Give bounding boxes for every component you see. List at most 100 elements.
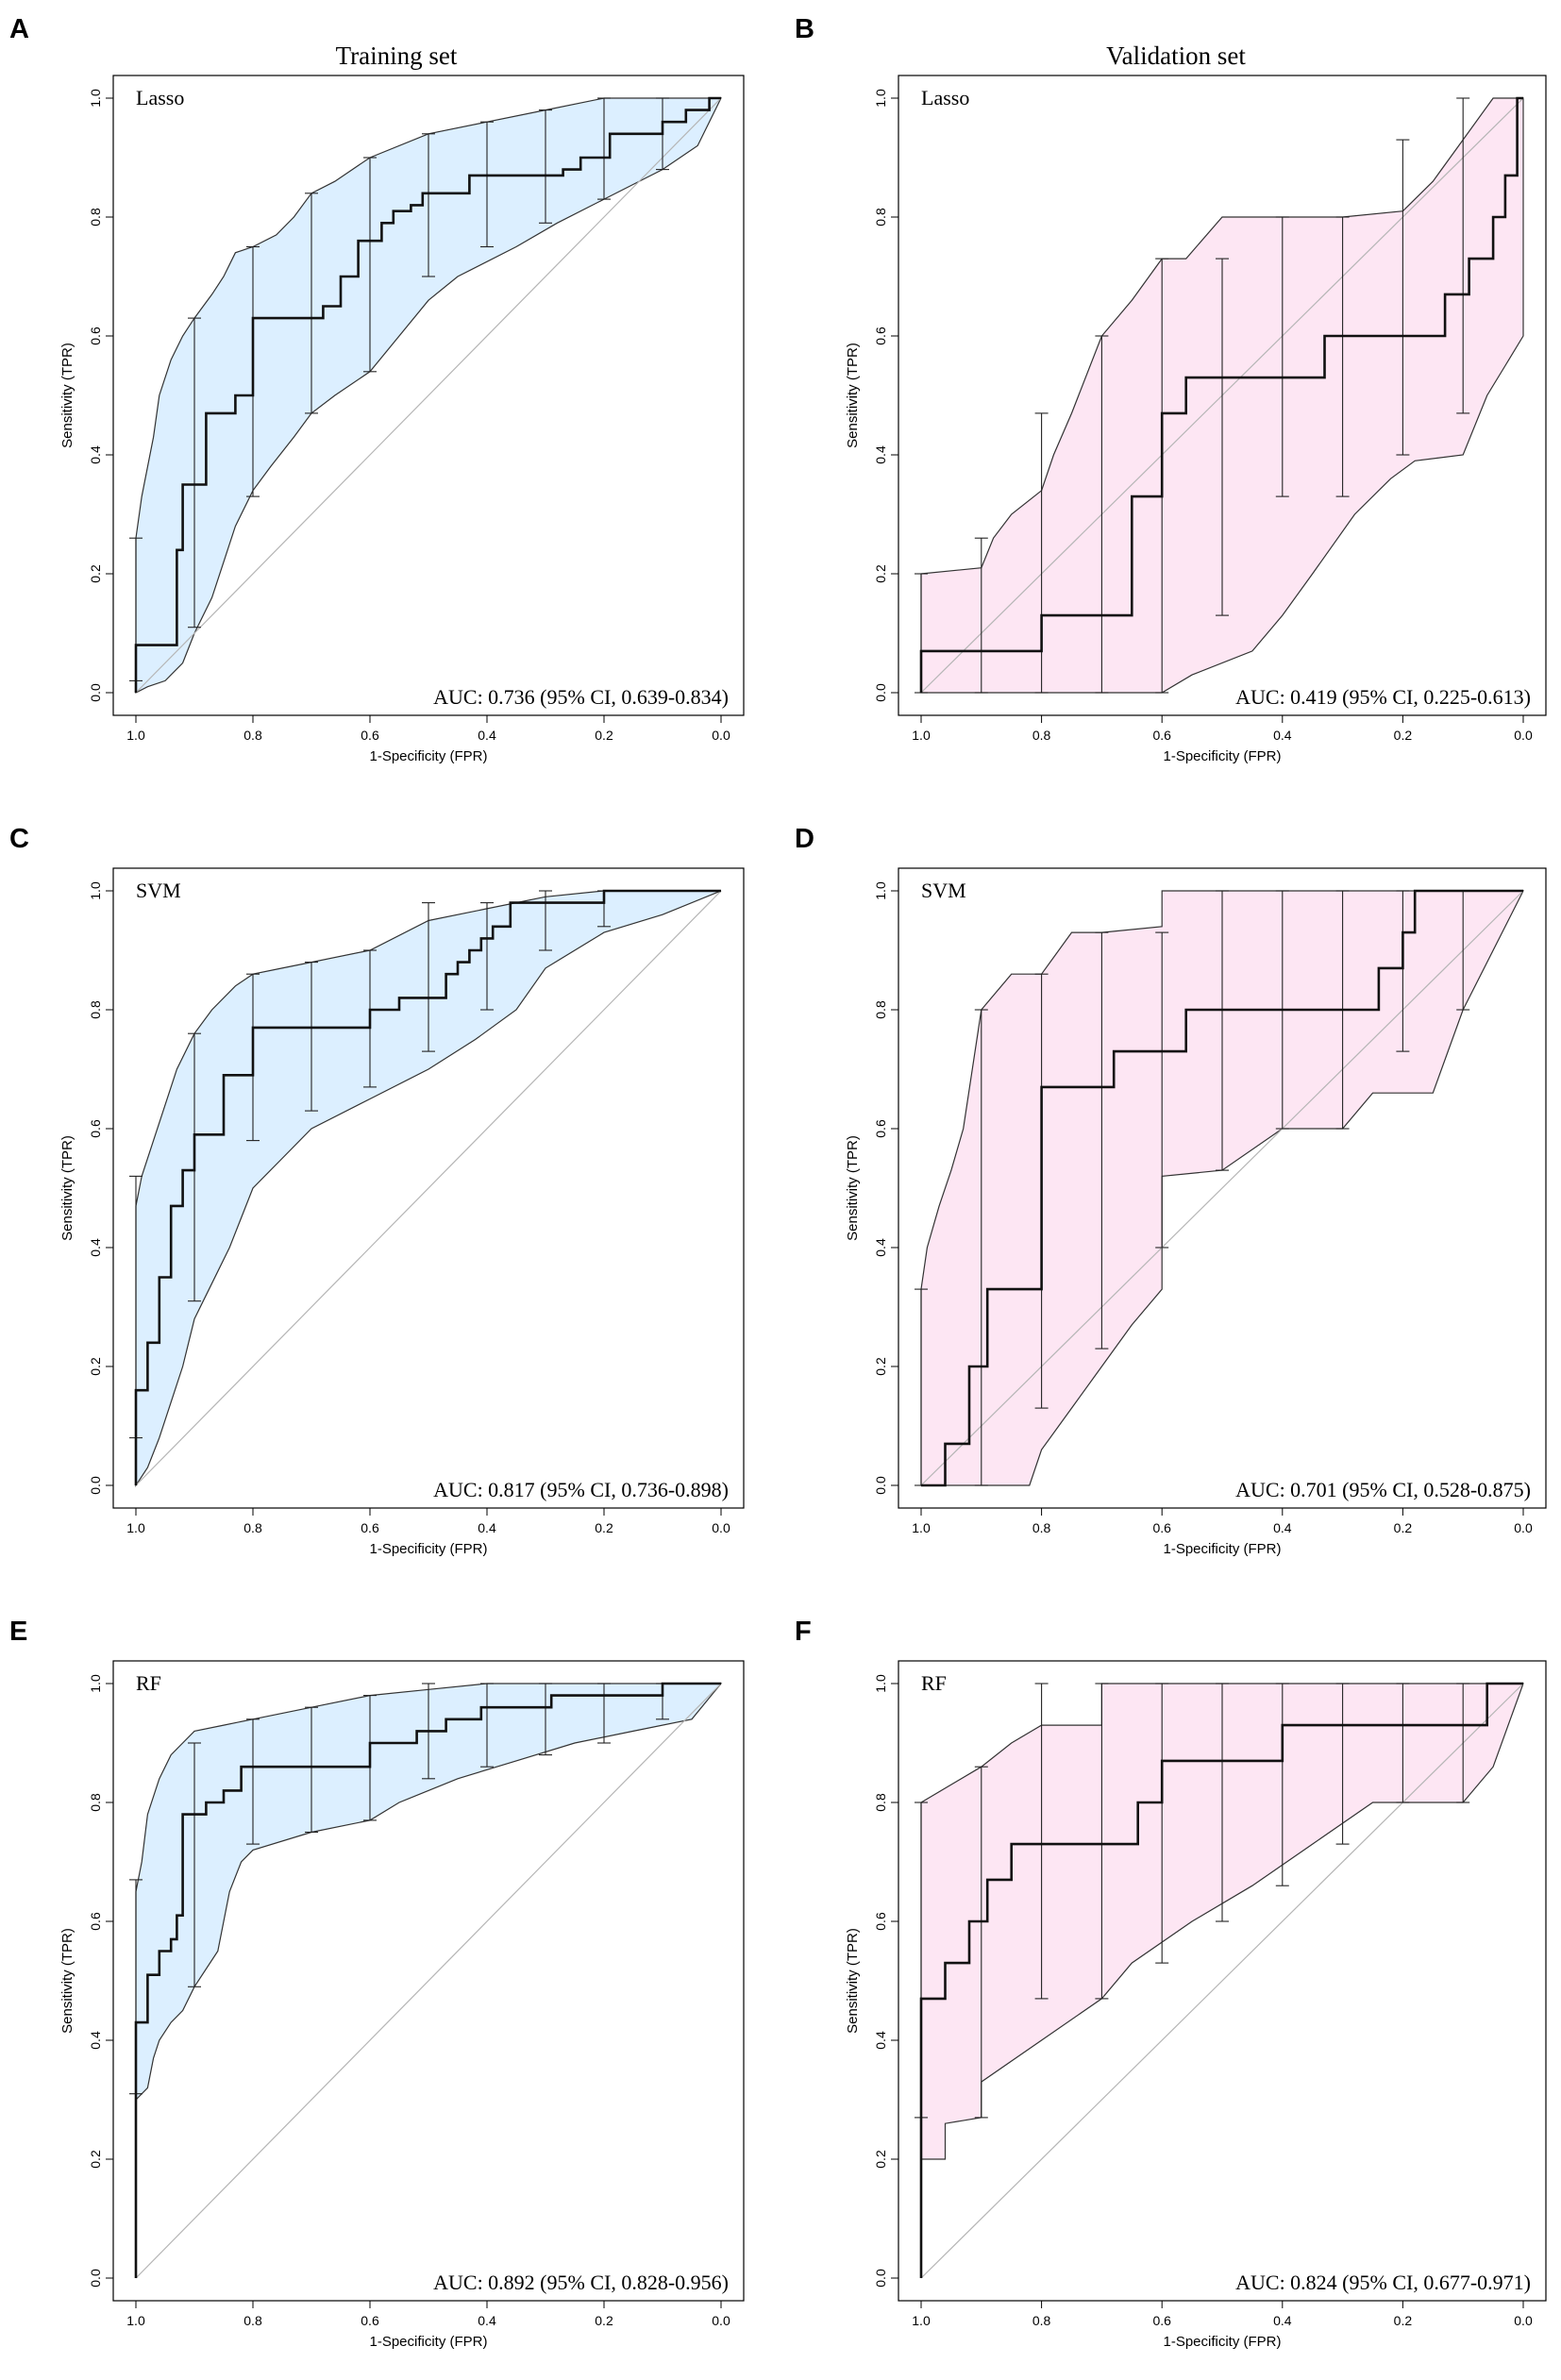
- ci-bar: [539, 109, 552, 224]
- x-tick-label: 0.4: [1273, 1520, 1292, 1535]
- diagonal-reference-line: [920, 1683, 1524, 2279]
- y-tick-label: 0.2: [873, 2150, 888, 2169]
- y-tick-label: 0.0: [873, 683, 888, 702]
- x-tick-label: 1.0: [126, 1520, 145, 1535]
- ci-bar: [305, 962, 318, 1112]
- ci-bar: [363, 157, 377, 373]
- x-tick-label: 1.0: [126, 728, 145, 743]
- plot-frame: [898, 1660, 1547, 2302]
- diagonal-reference-line: [920, 890, 1524, 1486]
- y-tick-label: 0.6: [873, 1119, 888, 1138]
- panel-d: D 1.0 0.8 0.6 0.4 0.2 0.0 0.0 0.2 0.4 0.6 0.8 1.0 1-S…: [795, 824, 1547, 1557]
- panel-letter: D: [795, 824, 814, 854]
- auc-annotation: AUC: 0.892 (95% CI, 0.828-0.956): [433, 2271, 729, 2294]
- x-axis-label: 1-Specificity (FPR): [1163, 1541, 1281, 1557]
- y-tick-label: 0.8: [88, 208, 103, 226]
- model-label: RF: [921, 1671, 947, 1695]
- diagonal-reference-line: [135, 97, 722, 694]
- ci-bar: [305, 1706, 318, 1834]
- y-tick-label: 0.2: [88, 1357, 103, 1376]
- panels: A 1.0 0.8 0.6 0.4 0.2 0.0 0.0 0.2 0.4 0.6 0.8 1.0 1-S…: [9, 14, 1547, 2350]
- y-tick-label: 0.4: [873, 445, 888, 464]
- y-tick-label: 0.4: [873, 1238, 888, 1257]
- x-tick-label: 0.6: [1152, 1520, 1171, 1535]
- y-tick-label: 1.0: [873, 881, 888, 900]
- ci-bar: [1396, 139, 1410, 456]
- y-tick-label: 1.0: [873, 89, 888, 108]
- y-tick-label: 0.8: [88, 1000, 103, 1019]
- panel-f: F 1.0 0.8 0.6 0.4 0.2 0.0 0.0 0.2 0.4 0.6 0.8 1.0 1-S…: [795, 1617, 1547, 2350]
- model-label: SVM: [921, 879, 966, 902]
- x-tick-label: 0.0: [1514, 728, 1533, 743]
- x-tick-label: 0.2: [1394, 2313, 1413, 2328]
- y-tick-label: 0.6: [88, 1119, 103, 1138]
- ci-bar: [597, 97, 611, 200]
- x-tick-label: 0.6: [361, 2313, 379, 2328]
- y-tick-label: 0.0: [873, 2269, 888, 2288]
- ci-bar: [974, 537, 988, 694]
- plot-frame: [898, 75, 1547, 716]
- y-tick-label: 1.0: [88, 89, 103, 108]
- x-tick-label: 0.0: [712, 728, 730, 743]
- y-axis-label: Sensitivity (TPR): [59, 1928, 76, 2034]
- ci-bar: [1095, 335, 1109, 694]
- ci-bar: [422, 133, 435, 277]
- auc-annotation: AUC: 0.701 (95% CI, 0.528-0.875): [1235, 1478, 1531, 1501]
- ci-bar: [539, 890, 552, 951]
- x-tick-label: 0.2: [595, 728, 613, 743]
- ci-bar: [1216, 890, 1229, 1171]
- ci-bar: [480, 902, 494, 1011]
- roc-curve: [921, 889, 1523, 1487]
- roc-curve: [134, 889, 721, 1485]
- x-tick-label: 0.8: [1032, 2313, 1051, 2328]
- x-tick-label: 0.6: [361, 1520, 379, 1535]
- x-tick-label: 0.8: [1032, 728, 1051, 743]
- ci-bar: [539, 1683, 552, 1756]
- ci-bar: [188, 317, 201, 629]
- column-title-validation: Validation set: [1106, 42, 1246, 70]
- ci-bar: [1275, 216, 1289, 497]
- x-tick-label: 1.0: [912, 1520, 931, 1535]
- y-tick-label: 1.0: [88, 881, 103, 900]
- y-tick-label: 0.6: [88, 327, 103, 345]
- roc-curve: [919, 96, 1523, 693]
- roc-curve: [919, 1682, 1523, 2278]
- y-tick-label: 0.4: [88, 445, 103, 464]
- ci-bar: [974, 1009, 988, 1486]
- ci-bar: [597, 1683, 611, 1744]
- diagonal-reference-line: [135, 1683, 722, 2279]
- x-tick-label: 0.8: [243, 2313, 262, 2328]
- ci-bar: [422, 902, 435, 1052]
- y-tick-label: 0.4: [873, 2031, 888, 2050]
- plot-frame: [898, 867, 1547, 1509]
- y-tick-label: 1.0: [873, 1674, 888, 1693]
- y-tick-label: 0.0: [88, 2269, 103, 2288]
- y-tick-label: 0.8: [873, 208, 888, 226]
- ci-bar: [1095, 1683, 1109, 2000]
- x-tick-label: 0.2: [595, 1520, 613, 1535]
- ci-band: [135, 97, 722, 694]
- x-tick-label: 1.0: [126, 2313, 145, 2328]
- x-tick-label: 0.8: [243, 1520, 262, 1535]
- ci-bar: [974, 1766, 988, 2119]
- x-tick-label: 0.0: [712, 1520, 730, 1535]
- x-tick-label: 0.8: [1032, 1520, 1051, 1535]
- x-tick-label: 0.0: [712, 2313, 730, 2328]
- panel-letter: A: [9, 14, 29, 44]
- roc-curve: [134, 96, 721, 693]
- panel-letter: F: [795, 1617, 812, 1647]
- x-axis-label: 1-Specificity (FPR): [369, 2334, 487, 2350]
- y-tick-label: 0.2: [873, 1357, 888, 1376]
- panel-b: B 1.0 0.8 0.6 0.4 0.2 0.0 0.0 0.2 0.4 0.6 0.8 1.0 1-S…: [795, 14, 1547, 764]
- y-tick-label: 0.0: [873, 1476, 888, 1495]
- x-axis-label: 1-Specificity (FPR): [369, 1541, 487, 1557]
- x-tick-label: 0.2: [595, 2313, 613, 2328]
- x-tick-label: 0.4: [478, 2313, 496, 2328]
- y-tick-label: 0.8: [873, 1000, 888, 1019]
- column-title-training: Training set: [336, 42, 458, 70]
- x-tick-label: 0.0: [1514, 1520, 1533, 1535]
- model-label: SVM: [136, 879, 181, 902]
- auc-annotation: AUC: 0.419 (95% CI, 0.225-0.613): [1235, 685, 1531, 709]
- ci-bar: [480, 121, 494, 248]
- x-tick-label: 0.8: [243, 728, 262, 743]
